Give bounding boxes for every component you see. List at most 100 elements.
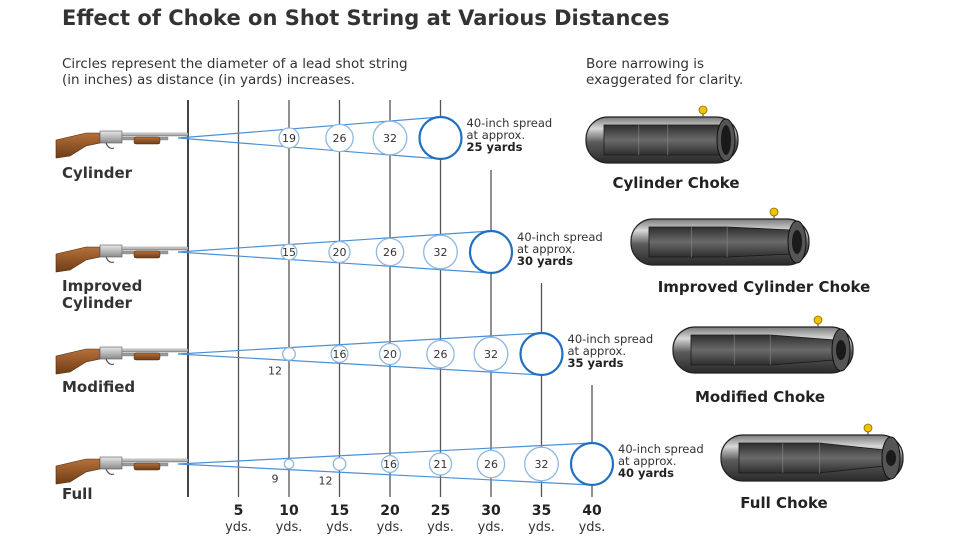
shot-string-circle [375, 237, 405, 267]
circle-diameter-label: 19 [282, 132, 296, 145]
final-spread-circle [468, 229, 514, 275]
spread-distance: 40 yards [618, 466, 674, 480]
exaggeration-note-line-2: exaggerated for clarity. [586, 72, 744, 88]
circle-diameter-label: 26 [383, 246, 397, 259]
distance-value: 25 [431, 503, 450, 519]
distance-unit: yds. [326, 520, 353, 535]
circle-diameter-label: 26 [484, 458, 498, 471]
distance-unit: yds. [276, 520, 303, 535]
shotgun-barrel [121, 458, 189, 463]
choke-name: Full Choke [740, 494, 827, 512]
distance-unit: yds. [528, 520, 555, 535]
spread-distance: 25 yards [467, 140, 523, 154]
spread-edge-upper [177, 442, 593, 465]
circle-diameter-label: 32 [484, 348, 498, 361]
circle-diameter-label: 26 [434, 348, 448, 361]
page-title: Effect of Choke on Shot String at Variou… [62, 6, 670, 30]
spread-edge-lower [177, 137, 441, 160]
spread-note-line: at approx. [517, 242, 575, 256]
shot-string-circle [283, 458, 295, 470]
shot-string-circle [332, 457, 347, 471]
spread-note-line: at approx. [467, 128, 525, 142]
shot-string-circle [380, 454, 400, 474]
spread-note-line: at approx. [568, 344, 626, 358]
legend-note-line-2: (in inches) as distance (in yards) incre… [62, 72, 355, 88]
final-spread-circle [519, 331, 564, 377]
front-bead-icon [813, 315, 823, 325]
shot-string-circle [476, 449, 506, 479]
choke-name: Improved Cylinder Choke [658, 278, 871, 296]
shotgun-trigger [105, 142, 115, 150]
circle-diameter-label: 20 [383, 348, 397, 361]
shotgun-receiver [99, 130, 123, 144]
legend-note-line-1: Circles represent the diameter of a lead… [62, 56, 408, 72]
front-bead-icon [698, 105, 708, 115]
shotgun-receiver [99, 456, 123, 470]
shotgun-forend [133, 250, 161, 259]
legend-note: Circles represent the diameter of a lead… [62, 56, 408, 88]
shot-string-circle [524, 446, 559, 482]
distance-unit: yds. [377, 520, 404, 535]
spread-note-line: 40-inch spread [517, 230, 603, 244]
spread-note-line: 40-inch spread [467, 116, 553, 130]
spread-distance: 30 yards [517, 254, 573, 268]
final-spread-circle [569, 441, 615, 487]
shotgun-stock [55, 246, 101, 273]
gun-label: Full [62, 485, 92, 503]
shot-string-circle [378, 342, 402, 366]
spread-edge-upper [177, 230, 492, 253]
spread-distance: 35 yards [568, 356, 624, 370]
exaggeration-note: Bore narrowing is exaggerated for clarit… [586, 56, 743, 88]
circle-diameter-label: 32 [434, 246, 448, 259]
circle-diameter-label: 12 [268, 364, 282, 377]
shotgun-forend [133, 352, 161, 361]
shotgun-stock [55, 458, 101, 485]
front-bead-icon [769, 207, 779, 217]
spread-note-line: at approx. [618, 454, 676, 468]
distance-unit: yds. [225, 520, 252, 535]
shotgun-trigger [105, 468, 115, 476]
barrel-bore [690, 334, 836, 366]
choke-name: Modified Choke [695, 388, 825, 406]
shotgun-receiver [99, 346, 123, 360]
distance-value: 20 [380, 503, 400, 519]
shotgun-receiver [99, 244, 123, 258]
shot-string-circle [423, 234, 458, 270]
spread-note-line: 40-inch spread [568, 332, 654, 346]
barrel-bore [603, 124, 721, 156]
circle-diameter-label: 20 [333, 246, 347, 259]
front-bead-icon [863, 423, 873, 433]
circle-diameter-label: 12 [319, 474, 333, 487]
shotgun-forend [133, 136, 161, 145]
shotgun-icon [55, 130, 189, 159]
shot-string-circle [426, 339, 455, 369]
barrel-opening [836, 340, 846, 360]
exaggeration-note-line-1: Bore narrowing is [586, 56, 705, 72]
distance-unit: yds. [478, 520, 505, 535]
distance-value: 40 [582, 503, 602, 519]
circle-diameter-label: 32 [535, 458, 549, 471]
gun-label: Improved [62, 277, 142, 295]
shotgun-stock [55, 348, 101, 375]
distance-grid [187, 100, 593, 497]
shot-string-circle [278, 127, 300, 149]
distance-unit: yds. [427, 520, 454, 535]
choke-barrel-illustration [585, 105, 739, 164]
shotgun-trigger [105, 358, 115, 366]
shot-string-circle [473, 336, 509, 372]
distance-value: 30 [481, 503, 501, 519]
distance-value: 15 [330, 503, 349, 519]
barrel-opening [886, 450, 896, 466]
circle-diameter-label: 32 [383, 132, 397, 145]
choke-barrel-illustration [672, 315, 854, 374]
shotgun-icon [55, 244, 189, 273]
gun-label: Modified [62, 378, 135, 396]
barrel-opening [721, 125, 731, 155]
choke-barrel-illustration [630, 207, 810, 266]
shot-string-circle [280, 243, 298, 261]
spread-edge-lower [177, 251, 492, 274]
gun-label: Cylinder [62, 164, 133, 182]
